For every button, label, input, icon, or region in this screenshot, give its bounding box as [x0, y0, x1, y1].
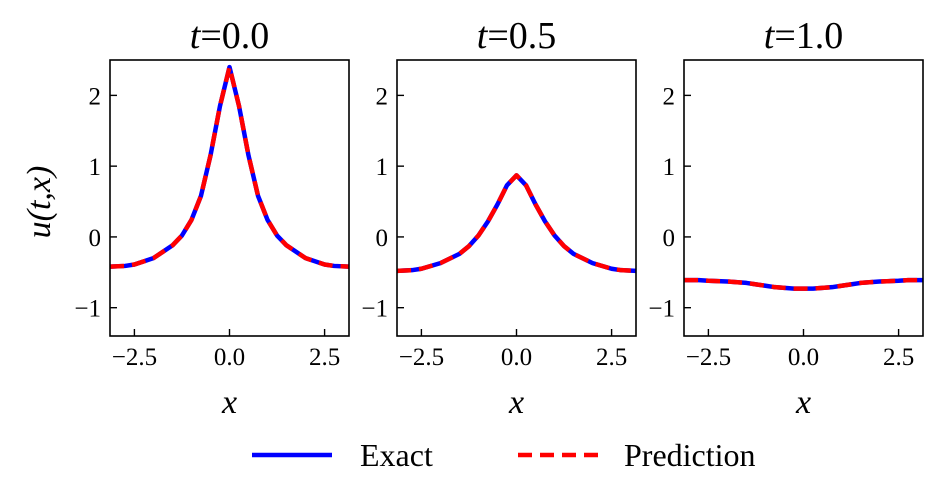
- panel-title: t=0.5: [477, 15, 557, 57]
- exact-line: [397, 173, 636, 274]
- y-tick-label: 1: [376, 154, 389, 181]
- title-equals: =: [487, 15, 508, 57]
- x-tick-label: 2.5: [596, 344, 627, 371]
- x-tick-label: −2.5: [112, 344, 157, 371]
- title-variable: t: [477, 15, 489, 57]
- exact-line: [110, 64, 349, 269]
- prediction-line: [684, 277, 923, 291]
- legend: Exact Prediction: [252, 437, 756, 473]
- y-tick-label: 2: [663, 83, 676, 110]
- x-tick-label: 2.5: [883, 344, 914, 371]
- y-tick-label: 1: [663, 154, 676, 181]
- title-variable: t: [764, 15, 776, 57]
- x-axis-label: x: [221, 384, 237, 421]
- title-equals: =: [200, 15, 221, 57]
- panel-2: t=0.5 −2.5 0.0 2.5 −1 0 1 2 x: [361, 15, 637, 421]
- y-axis-label: u(t,x): [21, 166, 58, 239]
- y-tick-label: −1: [361, 296, 388, 323]
- panel-title: t=0.0: [190, 15, 270, 57]
- title-variable: t: [190, 15, 202, 57]
- y-tick-label: 0: [376, 225, 389, 252]
- x-tick-label: −2.5: [686, 344, 731, 371]
- prediction-line: [110, 64, 349, 269]
- x-axis-label: x: [795, 384, 811, 421]
- prediction-line: [397, 173, 636, 274]
- y-tick-label: 1: [89, 154, 102, 181]
- legend-exact-label: Exact: [360, 437, 433, 473]
- y-tick-label: −1: [648, 296, 675, 323]
- title-value: 1.0: [796, 15, 844, 57]
- x-tick-label: −2.5: [399, 344, 444, 371]
- x-tick-label: 0.0: [788, 344, 819, 371]
- y-tick-label: 0: [89, 225, 102, 252]
- y-tick-label: 2: [376, 83, 389, 110]
- axes-frame: [683, 59, 924, 337]
- x-tick-label: 0.0: [501, 344, 532, 371]
- title-equals: =: [774, 15, 795, 57]
- panel-3: t=1.0 −2.5 0.0 2.5 −1 0 1 2 x: [648, 15, 924, 421]
- x-axis-label: x: [508, 384, 524, 421]
- title-value: 0.5: [509, 15, 557, 57]
- axes-frame: [396, 59, 637, 337]
- y-tick-label: −1: [74, 296, 101, 323]
- x-tick-label: 0.0: [214, 344, 245, 371]
- x-tick-label: 2.5: [309, 344, 340, 371]
- panel-title: t=1.0: [764, 15, 844, 57]
- y-tick-label: 2: [89, 83, 102, 110]
- y-tick-label: 0: [663, 225, 676, 252]
- legend-prediction-label: Prediction: [624, 437, 756, 473]
- title-value: 0.0: [222, 15, 270, 57]
- axes-frame: [109, 59, 350, 337]
